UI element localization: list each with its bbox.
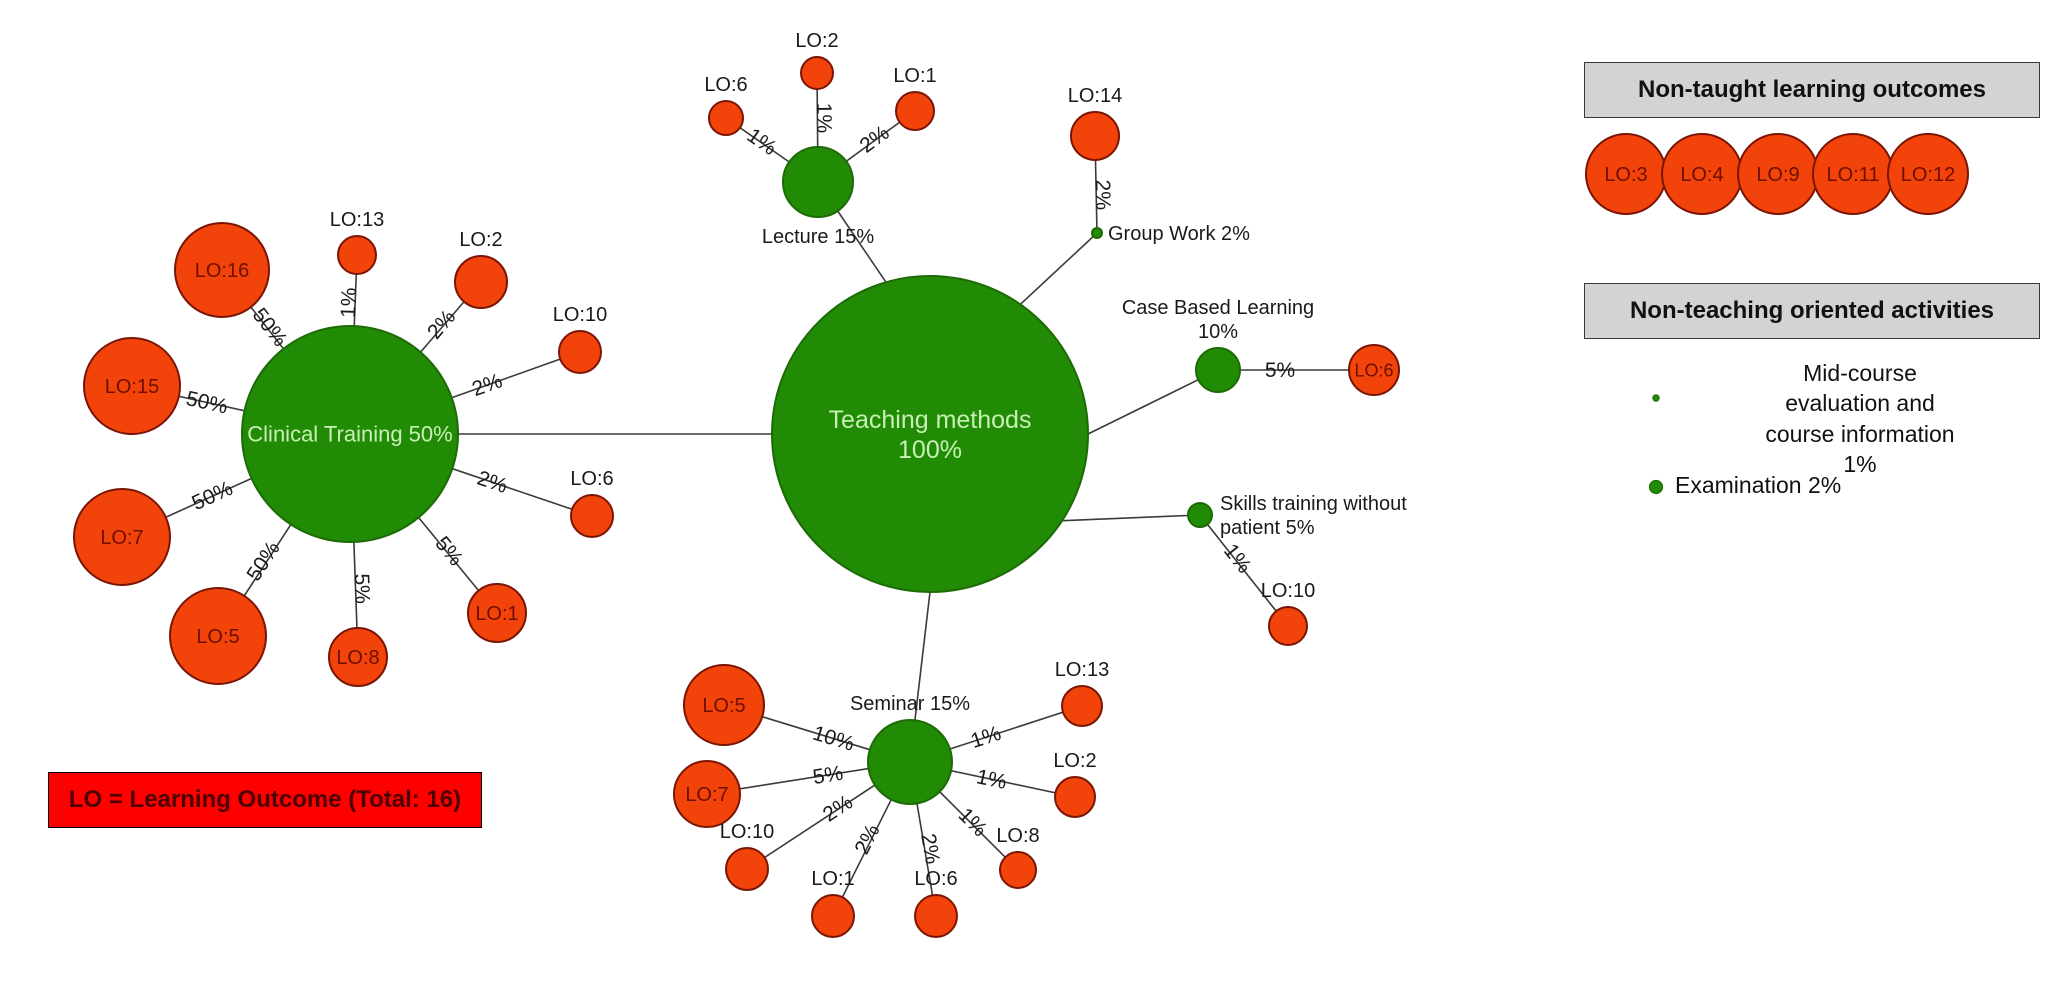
svg-text:LO:1: LO:1 [811,868,854,890]
svg-text:LO:2: LO:2 [1053,750,1096,772]
svg-text:LO:2: LO:2 [795,30,838,52]
svg-text:LO:14: LO:14 [1068,85,1122,107]
svg-text:LO:6: LO:6 [914,868,957,890]
svg-text:10%: 10% [1198,321,1238,343]
svg-text:Skills training without: Skills training without [1220,493,1407,515]
svg-text:LO:8: LO:8 [996,825,1039,847]
svg-text:Clinical Training 50%: Clinical Training 50% [247,422,452,447]
svg-text:5%: 5% [350,573,374,604]
svg-text:LO:15: LO:15 [105,376,159,398]
svg-text:LO:1: LO:1 [893,65,936,87]
svg-text:Teaching methods: Teaching methods [829,406,1032,434]
svg-text:LO:6: LO:6 [704,74,747,96]
svg-text:LO:10: LO:10 [1261,580,1315,602]
svg-text:100%: 100% [898,436,962,464]
svg-text:LO:10: LO:10 [553,304,607,326]
svg-text:LO:2: LO:2 [459,229,502,251]
svg-text:LO:11: LO:11 [1827,164,1880,186]
svg-text:LO:8: LO:8 [336,647,379,669]
svg-text:Lecture 15%: Lecture 15% [762,226,875,248]
svg-text:LO:12: LO:12 [1901,164,1955,186]
svg-text:LO:7: LO:7 [100,527,143,549]
svg-text:LO:6: LO:6 [570,468,613,490]
svg-text:LO:16: LO:16 [195,260,249,282]
svg-text:1%: 1% [337,287,361,318]
svg-text:LO:5: LO:5 [196,626,239,648]
svg-text:LO:13: LO:13 [1055,659,1109,681]
svg-text:LO:10: LO:10 [720,821,774,843]
svg-text:1%: 1% [812,103,835,134]
svg-text:LO:9: LO:9 [1756,164,1799,186]
svg-text:LO:7: LO:7 [685,784,728,806]
svg-text:5%: 5% [1265,359,1295,382]
svg-text:LO:1: LO:1 [475,603,518,625]
svg-text:LO:3: LO:3 [1604,164,1647,186]
svg-text:5%: 5% [811,762,845,789]
svg-text:Case Based Learning: Case Based Learning [1122,297,1314,319]
svg-text:2%: 2% [1091,179,1115,210]
svg-text:LO:13: LO:13 [330,209,384,231]
svg-text:patient 5%: patient 5% [1220,517,1315,539]
svg-text:Seminar 15%: Seminar 15% [850,693,970,715]
svg-text:Group Work 2%: Group Work 2% [1108,223,1250,245]
svg-text:LO:6: LO:6 [1354,360,1393,380]
svg-text:LO:4: LO:4 [1680,164,1723,186]
svg-text:LO:5: LO:5 [702,695,745,717]
